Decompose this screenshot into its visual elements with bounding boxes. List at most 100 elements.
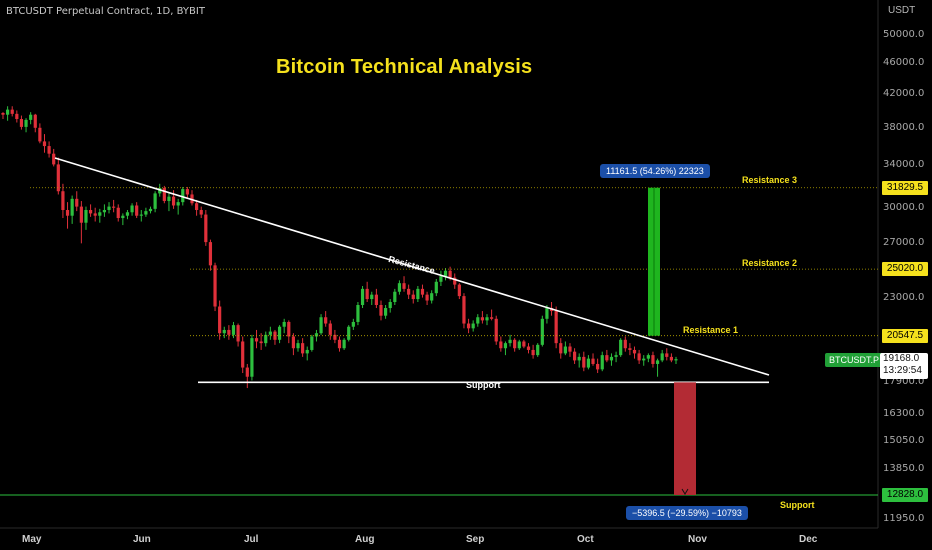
candle-body	[314, 333, 319, 337]
candle-body	[277, 326, 282, 340]
candle-body	[554, 311, 558, 344]
candle-body	[494, 318, 498, 342]
candle-body	[291, 336, 296, 349]
candle-body	[347, 326, 351, 340]
x-tick-label: Sep	[466, 534, 485, 545]
y-tick-label: 13850.0	[883, 463, 925, 475]
y-tick-label: 38000.0	[883, 121, 925, 133]
candle-body	[171, 196, 176, 206]
candle-body	[148, 208, 153, 212]
candle-body	[586, 358, 591, 368]
candle-body	[116, 207, 120, 219]
candle-body	[393, 291, 397, 303]
candle-body	[79, 206, 83, 223]
candle-body	[462, 296, 466, 324]
candle-body	[379, 305, 383, 316]
candle-body	[167, 196, 171, 202]
candle-body	[158, 188, 162, 194]
candle-body	[176, 202, 180, 206]
measure-down-arrow	[681, 488, 689, 495]
candle-body	[485, 317, 489, 321]
candle-body	[365, 288, 369, 300]
y-tick-label: 42000.0	[883, 87, 925, 99]
candle-body	[476, 317, 480, 324]
candle-body	[407, 288, 411, 295]
candle-body	[162, 188, 166, 202]
candle-body	[531, 349, 535, 356]
last-price-tag: 19168.0 13:29:54	[880, 353, 928, 379]
candle-body	[646, 355, 650, 359]
candle-body	[139, 214, 143, 216]
candle-body	[38, 127, 42, 142]
candle-body	[499, 341, 503, 349]
candle-body	[259, 341, 263, 344]
candle-body	[112, 206, 116, 208]
x-tick-label: Aug	[355, 534, 375, 545]
candle-body	[517, 341, 521, 349]
candle-body	[660, 353, 664, 361]
x-tick-label: May	[22, 534, 42, 545]
candle-body	[651, 355, 655, 364]
measure-down-label: −5396.5 (−29.59%) −10793	[626, 506, 748, 520]
candle-body	[466, 323, 471, 329]
candle-body	[434, 281, 438, 294]
candle-body	[374, 294, 378, 306]
candle-body	[195, 203, 199, 210]
candle-body	[102, 209, 107, 213]
candle-body	[420, 288, 425, 295]
candle-body	[351, 321, 355, 327]
candle-body	[480, 317, 484, 321]
x-tick-label: Dec	[799, 534, 818, 545]
y-tick-label: 20547.5	[882, 328, 928, 343]
candle-body	[218, 306, 222, 334]
candle-body	[130, 205, 134, 213]
candle-body	[545, 308, 549, 319]
candle-body	[536, 344, 540, 356]
candle-body	[443, 270, 448, 277]
candle-body	[310, 336, 314, 350]
candle-body	[411, 294, 415, 300]
candle-body	[88, 209, 93, 214]
candle-body	[125, 212, 130, 216]
last-price-value: 19168.0	[883, 353, 920, 364]
countdown-value: 13:29:54	[883, 365, 922, 376]
candle-body	[121, 215, 125, 219]
y-tick-label: 12828.0	[882, 488, 928, 502]
candle-body	[559, 343, 563, 354]
support-line-label: Support	[466, 380, 501, 390]
y-tick-label: 27000.0	[883, 237, 925, 249]
candle-body	[439, 276, 443, 282]
candle-body	[153, 193, 157, 209]
candle-body	[623, 339, 627, 349]
resistance-1-label: Resistance 1	[683, 325, 739, 335]
candle-body	[213, 265, 217, 307]
candle-body	[425, 294, 429, 301]
candle-body	[388, 302, 392, 309]
y-tick-label: 30000.0	[883, 201, 925, 213]
candle-body	[33, 114, 37, 128]
candle-body	[47, 146, 51, 154]
x-tick-label: Jul	[244, 534, 259, 545]
candle-body	[135, 205, 139, 216]
y-tick-label: 31829.5	[882, 180, 928, 195]
symbol-title: BTCUSDT Perpetual Contract, 1D, BYBIT	[6, 6, 205, 17]
candle-body	[181, 189, 185, 203]
candle-body	[296, 343, 300, 349]
candle-body	[268, 331, 272, 335]
candle-body	[471, 323, 475, 329]
candle-body	[655, 360, 660, 364]
candle-body	[669, 356, 673, 361]
candles	[1, 106, 678, 389]
candle-body	[572, 351, 577, 361]
candle-body	[301, 343, 305, 354]
candle-body	[383, 308, 388, 316]
candle-body	[577, 356, 581, 361]
candle-body	[107, 206, 111, 210]
chart-title: Bitcoin Technical Analysis	[276, 56, 533, 78]
candle-body	[360, 288, 365, 306]
candle-body	[185, 189, 189, 195]
y-tick-label: 23000.0	[883, 291, 925, 303]
candle-body	[15, 113, 19, 120]
